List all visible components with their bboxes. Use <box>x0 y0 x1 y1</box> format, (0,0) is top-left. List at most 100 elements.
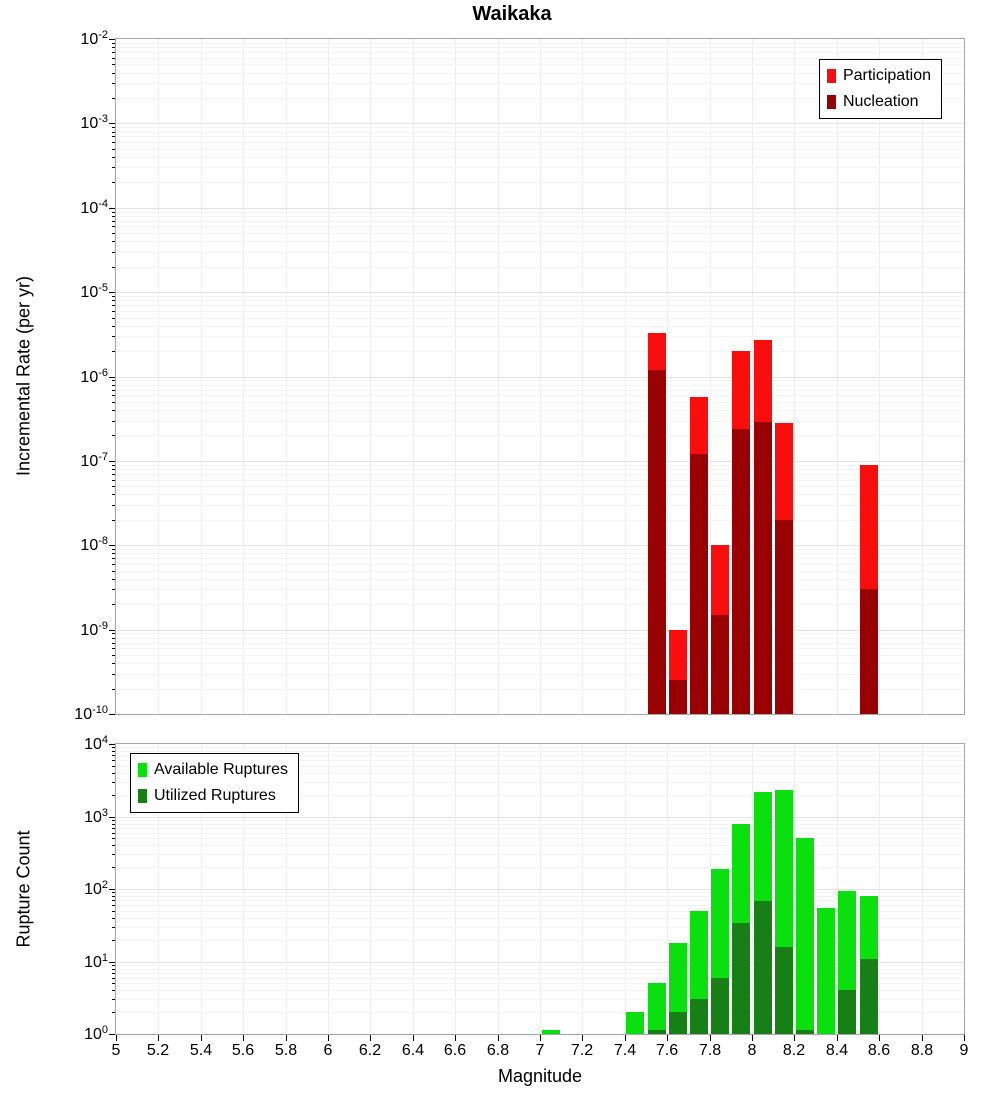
y-minor-tick-mark <box>112 311 115 312</box>
y-minor-tick-mark <box>112 167 115 168</box>
gridline-minor <box>116 83 964 84</box>
x-tick-label: 5.2 <box>146 1042 170 1059</box>
y-minor-tick-mark <box>112 845 115 846</box>
y-tick-mark <box>109 714 115 715</box>
gridline-minor <box>116 385 964 386</box>
gridline-minor <box>116 43 964 44</box>
x-tick-label: 6.6 <box>443 1042 467 1059</box>
y-tick-label: 10-6 <box>80 366 108 387</box>
x-tick-mark <box>413 1035 414 1041</box>
available-ruptures-bar <box>541 1030 560 1034</box>
gridline-minor <box>116 474 964 475</box>
gridline-minor <box>116 267 964 268</box>
y-tick-mark <box>109 630 115 631</box>
utilized-ruptures-bar <box>689 999 709 1034</box>
gridline-vertical <box>201 39 202 714</box>
gridline-minor <box>116 421 964 422</box>
y-minor-tick-mark <box>112 149 115 150</box>
gridline-major <box>116 208 964 209</box>
y-minor-tick-mark <box>112 142 115 143</box>
utilized-ruptures-bar <box>774 946 793 1034</box>
x-tick-mark <box>328 1035 329 1041</box>
y-minor-tick-mark <box>112 402 115 403</box>
nucleation-bar <box>689 454 709 714</box>
gridline-minor <box>116 867 964 868</box>
y-minor-tick-mark <box>112 969 115 970</box>
x-tick-label: 8.2 <box>782 1042 806 1059</box>
gridline-minor <box>116 755 964 756</box>
available-ruptures-bar <box>795 838 815 1034</box>
gridline-minor <box>116 212 964 213</box>
x-tick-label: 8 <box>747 1042 757 1059</box>
y-axis-title-rate: Incremental Rate (per yr) <box>13 275 34 477</box>
y-tick-label: 10-9 <box>80 619 108 640</box>
x-tick-mark <box>710 1035 711 1041</box>
utilized-ruptures-bar <box>795 1030 815 1034</box>
x-tick-mark <box>201 1035 202 1041</box>
available-ruptures-swatch <box>138 763 147 777</box>
y-minor-tick-mark <box>112 64 115 65</box>
gridline-vertical <box>413 39 414 714</box>
gridline-minor <box>116 52 964 53</box>
gridline-minor <box>116 633 964 634</box>
gridline-minor <box>116 98 964 99</box>
y-tick-label: 10-3 <box>80 112 108 133</box>
gridline-minor <box>116 905 964 906</box>
y-tick-label: 10-5 <box>80 281 108 302</box>
y-minor-tick-mark <box>112 43 115 44</box>
y-minor-tick-mark <box>112 385 115 386</box>
y-minor-tick-mark <box>112 486 115 487</box>
x-tick-label: 5.6 <box>231 1042 255 1059</box>
gridline-minor <box>116 558 964 559</box>
y-minor-tick-mark <box>112 73 115 74</box>
y-minor-tick-mark <box>112 854 115 855</box>
gridline-minor <box>116 969 964 970</box>
y-minor-tick-mark <box>112 221 115 222</box>
legend-label-nucleation: Nucleation <box>842 93 919 110</box>
y-minor-tick-mark <box>112 604 115 605</box>
gridline-vertical <box>158 39 159 714</box>
gridline-minor <box>116 751 964 752</box>
gridline-minor <box>116 410 964 411</box>
y-axis-title-count: Rupture Count <box>13 830 34 948</box>
gridline-minor <box>116 918 964 919</box>
x-tick-mark <box>370 1035 371 1041</box>
gridline-minor <box>116 638 964 639</box>
y-tick-mark <box>109 962 115 963</box>
y-tick-mark <box>109 889 115 890</box>
gridline-minor <box>116 157 964 158</box>
gridline-major <box>116 461 964 462</box>
y-minor-tick-mark <box>112 638 115 639</box>
y-minor-tick-mark <box>112 305 115 306</box>
gridline-vertical <box>328 39 329 714</box>
y-minor-tick-mark <box>112 973 115 974</box>
gridline-vertical <box>879 39 880 714</box>
y-minor-tick-mark <box>112 157 115 158</box>
y-minor-tick-mark <box>112 838 115 839</box>
gridline-minor <box>116 318 964 319</box>
available-ruptures-bar <box>817 907 836 1034</box>
gridline-minor <box>116 149 964 150</box>
y-minor-tick-mark <box>112 589 115 590</box>
y-minor-tick-mark <box>112 663 115 664</box>
y-minor-tick-mark <box>112 833 115 834</box>
gridline-minor <box>116 402 964 403</box>
legend-entry-available-ruptures: Available Ruptures <box>138 757 288 783</box>
y-minor-tick-mark <box>112 940 115 941</box>
gridline-minor <box>116 486 964 487</box>
gridline-minor <box>116 233 964 234</box>
x-tick-mark <box>582 1035 583 1041</box>
y-tick-label: 10-7 <box>80 450 108 471</box>
gridline-minor <box>116 579 964 580</box>
x-tick-label: 6.2 <box>358 1042 382 1059</box>
y-tick-label: 100 <box>84 1023 108 1044</box>
gridline-minor <box>116 520 964 521</box>
utilized-ruptures-bar <box>753 901 772 1034</box>
gridline-vertical <box>370 39 371 714</box>
x-tick-label: 5 <box>111 1042 121 1059</box>
y-minor-tick-mark <box>112 300 115 301</box>
y-minor-tick-mark <box>112 52 115 53</box>
y-minor-tick-mark <box>112 751 115 752</box>
y-tick-label: 103 <box>84 806 108 827</box>
